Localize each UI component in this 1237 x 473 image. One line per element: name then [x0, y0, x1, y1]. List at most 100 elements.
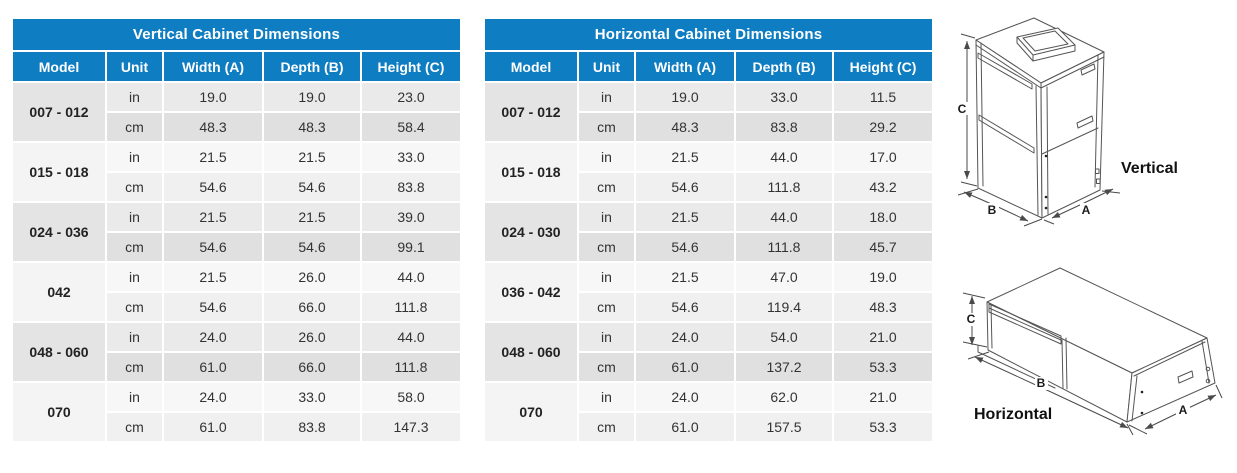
label-knockouts	[956, 102, 1093, 215]
height-cell: 44.0	[362, 263, 460, 291]
unit-cell: in	[579, 323, 634, 351]
width-cell: 48.3	[636, 113, 734, 141]
unit-cell: cm	[579, 353, 634, 381]
column-header-width: Width (A)	[636, 52, 734, 81]
depth-cell: 66.0	[264, 353, 360, 381]
width-cell: 21.5	[164, 203, 262, 231]
table-row: 048 - 060 in 24.0 54.0 21.0	[485, 323, 933, 381]
width-cell: 54.6	[164, 173, 262, 201]
depth-cell: 19.0	[264, 83, 360, 111]
width-cell: 61.0	[164, 413, 262, 441]
depth-cell: 157.5	[736, 413, 832, 441]
width-cell: 54.6	[636, 233, 734, 261]
height-cell: 23.0	[362, 83, 460, 111]
height-cell: 58.0	[362, 383, 460, 411]
model-cell: 015 - 018	[13, 143, 105, 201]
column-header-row: Model Unit Width (A) Depth (B) Height (C…	[13, 52, 460, 81]
table-row: 024 - 030 in 21.5 44.0 18.0	[485, 203, 933, 261]
height-cell: 83.8	[362, 173, 460, 201]
dim-label-c: C	[967, 312, 976, 326]
unit-cell: cm	[107, 413, 162, 441]
height-cell: 21.0	[834, 383, 933, 411]
unit-cell: cm	[107, 173, 162, 201]
table-row: 036 - 042 in 21.5 47.0 19.0	[485, 263, 933, 321]
width-cell: 54.6	[164, 293, 262, 321]
depth-cell: 66.0	[264, 293, 360, 321]
height-cell: 53.3	[834, 353, 933, 381]
table-row: cm 54.6 111.8 43.2	[485, 173, 933, 201]
width-cell: 54.6	[636, 173, 734, 201]
column-header-height: Height (C)	[834, 52, 933, 81]
depth-cell: 54.0	[736, 323, 832, 351]
model-cell: 015 - 018	[485, 143, 577, 201]
model-cell: 007 - 012	[13, 83, 105, 141]
width-cell: 21.5	[636, 143, 734, 171]
table-row: cm 54.6 111.8 45.7	[485, 233, 933, 261]
height-cell: 111.8	[362, 293, 460, 321]
unit-cell: in	[107, 143, 162, 171]
column-header-model: Model	[485, 52, 577, 81]
depth-cell: 44.0	[736, 203, 832, 231]
width-cell: 61.0	[636, 413, 734, 441]
screw-dots	[1140, 366, 1211, 415]
depth-cell: 44.0	[736, 143, 832, 171]
depth-cell: 48.3	[264, 113, 360, 141]
table-row: 048 - 060 in 24.0 26.0 44.0	[13, 323, 460, 381]
unit-cell: cm	[107, 293, 162, 321]
unit-cell: in	[107, 263, 162, 291]
height-cell: 45.7	[834, 233, 933, 261]
unit-cell: in	[107, 383, 162, 411]
table-row: 015 - 018 in 21.5 44.0 17.0	[485, 143, 933, 201]
table-row: cm 54.6 66.0 111.8	[13, 293, 460, 321]
column-header-row: Model Unit Width (A) Depth (B) Height (C…	[485, 52, 933, 81]
model-cell: 042	[13, 263, 105, 321]
table-row: 070 in 24.0 62.0 21.0	[485, 383, 933, 441]
unit-cell: in	[579, 203, 634, 231]
depth-cell: 21.5	[264, 143, 360, 171]
unit-cell: in	[579, 383, 634, 411]
vertical-cabinet-diagram: C B A	[956, 17, 1121, 227]
height-cell: 18.0	[834, 203, 933, 231]
cabinet-outline	[975, 17, 1105, 219]
table-row: 070 in 24.0 33.0 58.0	[13, 383, 460, 441]
dim-label-a: A	[1179, 403, 1188, 417]
unit-cell: cm	[579, 413, 634, 441]
height-cell: 53.3	[834, 413, 933, 441]
unit-cell: in	[107, 83, 162, 111]
depth-cell: 111.8	[736, 233, 832, 261]
depth-cell: 54.6	[264, 233, 360, 261]
width-cell: 19.0	[636, 83, 734, 111]
unit-cell: cm	[107, 233, 162, 261]
depth-cell: 111.8	[736, 173, 832, 201]
height-cell: 44.0	[362, 323, 460, 351]
depth-cell: 33.0	[264, 383, 360, 411]
unit-cell: in	[579, 83, 634, 111]
column-header-unit: Unit	[579, 52, 634, 81]
column-header-unit: Unit	[107, 52, 162, 81]
table-row: 007 - 012 in 19.0 19.0 23.0	[13, 83, 460, 141]
height-cell: 43.2	[834, 173, 933, 201]
table-row: 007 - 012 in 19.0 33.0 11.5	[485, 83, 933, 141]
dim-label-c: C	[958, 102, 967, 116]
column-header-model: Model	[13, 52, 105, 81]
vertical-dimensions-table: Vertical Cabinet Dimensions Model Unit W…	[11, 17, 462, 443]
unit-cell: in	[579, 143, 634, 171]
width-cell: 54.6	[164, 233, 262, 261]
height-cell: 33.0	[362, 143, 460, 171]
height-cell: 48.3	[834, 293, 933, 321]
table-row: cm 48.3 48.3 58.4	[13, 113, 460, 141]
width-cell: 48.3	[164, 113, 262, 141]
width-cell: 24.0	[636, 323, 734, 351]
unit-cell: cm	[579, 233, 634, 261]
width-cell: 24.0	[164, 323, 262, 351]
table-row: 042 in 21.5 26.0 44.0	[13, 263, 460, 321]
height-cell: 21.0	[834, 323, 933, 351]
column-header-depth: Depth (B)	[264, 52, 360, 81]
height-cell: 11.5	[834, 83, 933, 111]
depth-cell: 137.2	[736, 353, 832, 381]
depth-cell: 26.0	[264, 263, 360, 291]
table-row: cm 54.6 54.6 83.8	[13, 173, 460, 201]
unit-cell: cm	[107, 353, 162, 381]
depth-cell: 47.0	[736, 263, 832, 291]
